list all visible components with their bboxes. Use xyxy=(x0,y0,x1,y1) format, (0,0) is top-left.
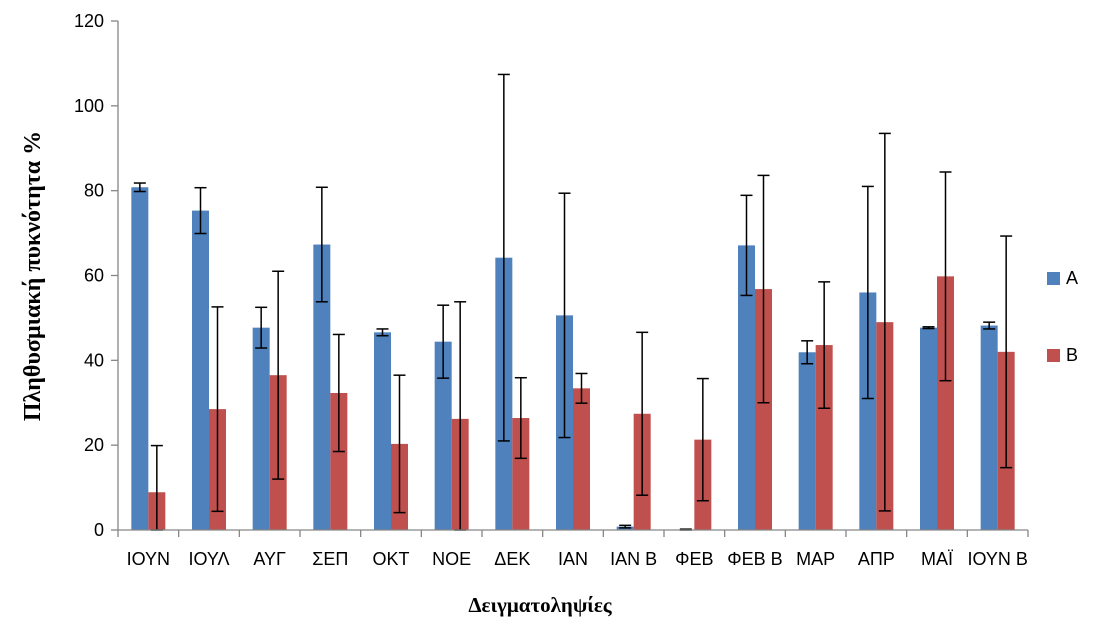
x-tick-label: ΑΥΓ xyxy=(253,549,286,569)
bar-series-a-12 xyxy=(798,352,816,530)
bar-series-b-12 xyxy=(815,345,833,530)
error-bar-series-b-4 xyxy=(332,333,345,453)
bar-series-b-7 xyxy=(512,418,530,530)
bar-series-a-13 xyxy=(859,292,877,530)
legend-swatch-a xyxy=(1047,272,1060,285)
error-bar-series-a-8 xyxy=(558,192,571,439)
y-tick-label: 60 xyxy=(84,266,104,286)
error-bar-series-a-12 xyxy=(801,340,814,365)
x-tick-label: ΦΕΒ Β xyxy=(727,549,782,569)
legend-label-b: B xyxy=(1066,345,1078,365)
bar-series-b-14 xyxy=(937,276,954,530)
x-tick-label: ΦΕΒ xyxy=(675,549,713,569)
error-bar-series-a-11 xyxy=(740,194,753,297)
axes-layer xyxy=(111,20,1029,537)
legend-label-a: A xyxy=(1066,268,1078,288)
error-bar-series-b-8 xyxy=(575,372,588,404)
bar-series-a-6 xyxy=(434,341,452,530)
x-tick-label: ΙΟΥΛ xyxy=(188,549,229,569)
error-bar-series-a-5 xyxy=(376,328,389,337)
error-bar-series-a-6 xyxy=(437,304,450,379)
error-bar-series-b-15 xyxy=(1000,235,1013,469)
bar-series-b-4 xyxy=(330,392,348,530)
bar-series-a-1 xyxy=(131,187,149,530)
bars-layer xyxy=(131,187,1015,531)
x-tick-label: ΜΑΪ xyxy=(921,549,953,569)
y-tick-label: 40 xyxy=(84,350,104,370)
x-tick-label: ΜΑΡ xyxy=(796,549,835,569)
error-bar-series-b-3 xyxy=(272,270,285,480)
bar-series-a-15 xyxy=(980,325,998,530)
error-bar-series-a-15 xyxy=(983,321,996,330)
x-tick-label: ΟΚΤ xyxy=(372,549,409,569)
x-tick-label: ΑΠΡ xyxy=(858,549,895,569)
x-tick-label: ΣΕΠ xyxy=(312,549,348,569)
legend-swatch-b xyxy=(1047,349,1060,362)
error-bars-layer xyxy=(133,73,1013,531)
error-bar-series-b-14 xyxy=(939,171,952,382)
bar-series-b-8 xyxy=(573,388,590,530)
error-bar-series-a-1 xyxy=(133,182,146,193)
x-tick-label: ΙΑΝ xyxy=(558,549,588,569)
x-tick-label: ΙΟΥΝ xyxy=(127,549,170,569)
y-tick-label: 20 xyxy=(84,435,104,455)
bar-series-a-4 xyxy=(313,244,331,531)
error-bar-series-b-12 xyxy=(818,281,831,410)
error-bar-series-a-13 xyxy=(861,185,874,400)
bar-series-a-3 xyxy=(252,327,270,530)
error-bar-series-a-7 xyxy=(497,73,510,442)
y-tick-label: 120 xyxy=(74,11,104,31)
y-tick-label: 0 xyxy=(94,520,104,540)
error-bar-series-b-9 xyxy=(636,331,649,496)
bar-series-a-2 xyxy=(192,210,209,530)
error-bar-series-a-3 xyxy=(255,306,268,349)
error-bar-series-b-5 xyxy=(393,374,406,514)
y-tick-label: 80 xyxy=(84,181,104,201)
error-bar-series-b-7 xyxy=(514,376,527,460)
error-bar-series-a-2 xyxy=(194,186,207,235)
error-bar-series-b-13 xyxy=(878,132,891,512)
legend: AB xyxy=(1047,268,1078,365)
error-bar-series-a-9 xyxy=(619,524,632,529)
bar-series-b-11 xyxy=(755,289,772,530)
y-tick-label: 100 xyxy=(74,96,104,116)
error-bar-series-a-14 xyxy=(922,326,935,330)
error-bar-series-a-4 xyxy=(315,186,328,303)
x-tick-label: ΔΕΚ xyxy=(494,549,530,569)
error-bar-series-b-10 xyxy=(696,377,709,502)
x-tick-label: ΝΟΕ xyxy=(432,549,471,569)
x-tick-label: ΙΟΥΝ Β xyxy=(967,549,1027,569)
x-tick-label: ΙΑΝ Β xyxy=(610,549,657,569)
x-axis-title: Δειγματοληψίες xyxy=(468,593,612,617)
bar-series-a-11 xyxy=(738,245,755,530)
error-bar-series-b-11 xyxy=(757,174,770,404)
bar-series-a-5 xyxy=(374,332,391,530)
y-axis-title: Πληθυσμιακή πυκνότητα % xyxy=(20,131,46,421)
bar-series-a-14 xyxy=(920,327,937,530)
labels-layer: 0 20 40 60 80 100 120 ΙΟΥΝ ΙΟΥΛ ΑΥΓ ΣΕΠ ΟΚΤ ΝΟΕ ΔΕΚ ΙΑ… xyxy=(74,11,1028,569)
error-bar-series-b-2 xyxy=(211,306,224,513)
